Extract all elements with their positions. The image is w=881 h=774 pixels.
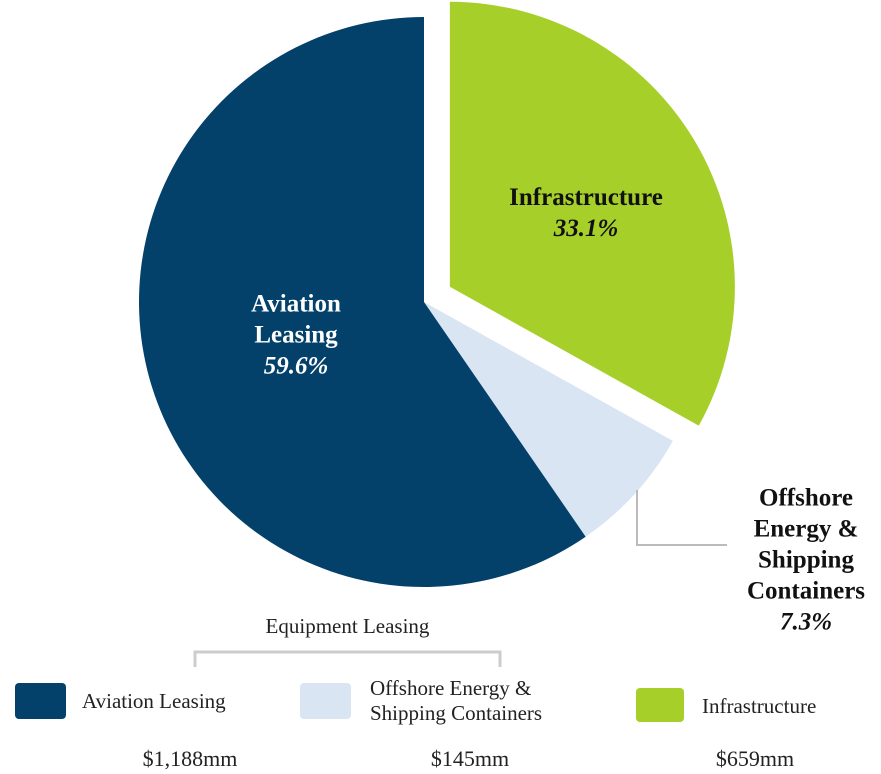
slice-label: Infrastructure 33.1% <box>476 182 696 244</box>
leader-line <box>636 490 727 546</box>
legend-swatch <box>300 683 351 719</box>
amount: $659mm <box>715 746 795 771</box>
slice-value: 33.1% <box>553 215 619 242</box>
pie-slice <box>424 302 673 537</box>
slice-label: Aviation Leasing 59.6% <box>221 289 371 382</box>
legend-label: Infrastructure <box>702 694 817 718</box>
legend-swatch <box>15 683 66 719</box>
legend-label: Offshore Energy & Shipping Containers <box>370 676 543 725</box>
group-label: Equipment Leasing <box>265 614 430 638</box>
slice-name: Offshore Energy & Shipping Containers <box>746 484 866 605</box>
amount: $145mm <box>430 746 510 771</box>
amount: $1,188mm <box>142 746 238 771</box>
slice-name: Aviation Leasing <box>251 290 341 349</box>
legend-label: Aviation Leasing <box>82 689 226 713</box>
legend-swatch <box>636 688 684 722</box>
slice-value: 59.6% <box>263 352 329 380</box>
slice-name: Infrastructure <box>509 184 663 211</box>
slices <box>138 1 735 587</box>
group-bracket <box>193 650 502 667</box>
slice-label: Offshore Energy & Shipping Containers 7.3… <box>731 483 881 638</box>
pie-slice <box>449 1 735 426</box>
slice-value: 7.3% <box>779 608 833 636</box>
pie-slice <box>138 17 586 587</box>
